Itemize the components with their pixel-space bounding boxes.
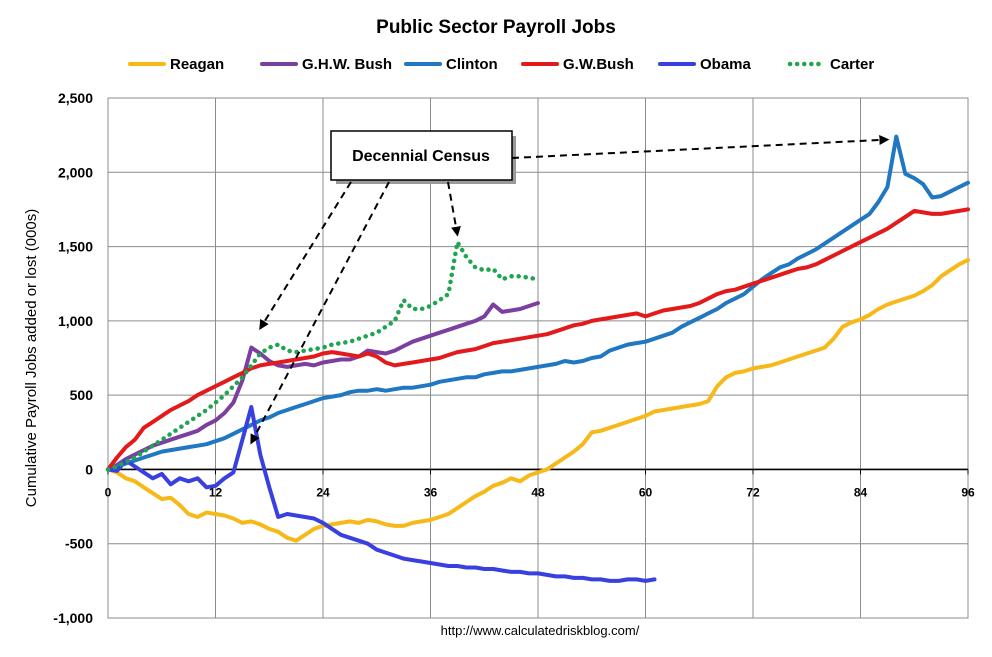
x-tick-label: 84 xyxy=(854,485,868,499)
series-line-obama xyxy=(106,405,657,583)
series-line-carter xyxy=(105,239,541,472)
y-tick-label: 2,500 xyxy=(58,90,93,106)
annotation: Decennial Census xyxy=(250,130,890,445)
series-line-g-h-w-bush xyxy=(106,301,540,472)
y-tick-label: 1,000 xyxy=(58,313,93,329)
y-tick-label: 1,500 xyxy=(58,239,93,255)
legend-label: Reagan xyxy=(170,56,224,73)
y-tick-label: -500 xyxy=(65,536,93,552)
x-tick-label: 12 xyxy=(209,485,223,499)
chart-title: Public Sector Payroll Jobs xyxy=(376,17,616,38)
annotation-arrow xyxy=(447,181,461,237)
annotation-arrow xyxy=(259,181,352,330)
legend: Reagan G.H.W. Bush Clinton G.W.Bush Obama Car… xyxy=(128,56,874,73)
plot-area: 2,500 2,000 1,500 1,000 500 0 -500 -1,000 0 12 24 3… xyxy=(53,90,975,626)
y-tick-label: -1,000 xyxy=(53,610,93,626)
legend-label: G.W.Bush xyxy=(563,56,634,73)
legend-label: Clinton xyxy=(446,56,498,73)
x-tick-label: 0 xyxy=(105,485,112,499)
x-tick-label: 36 xyxy=(424,485,438,499)
series-line-reagan xyxy=(106,257,970,543)
x-tick-label: 72 xyxy=(746,485,760,499)
legend-label: Carter xyxy=(830,56,874,73)
series-line-clinton xyxy=(106,134,970,472)
annotation-arrow xyxy=(511,134,890,159)
x-tick-label: 60 xyxy=(639,485,653,499)
y-tick-label: 0 xyxy=(85,461,93,477)
source-url: http://www.calculatedriskblog.com/ xyxy=(441,623,640,638)
annotation-arrow xyxy=(250,181,390,445)
legend-label: Obama xyxy=(700,56,752,73)
legend-label: G.H.W. Bush xyxy=(302,56,392,73)
annotation-text: Decennial Census xyxy=(352,148,490,165)
x-tick-label: 24 xyxy=(316,485,330,499)
y-tick-label: 2,000 xyxy=(58,164,93,180)
series-group xyxy=(105,134,970,583)
x-tick-label: 96 xyxy=(961,485,975,499)
y-axis-label: Cumulative Payroll Jobs added or lost (0… xyxy=(23,209,40,507)
annotation-box xyxy=(330,130,513,181)
y-tick-label: 500 xyxy=(70,387,94,403)
y-axis-label-group: Cumulative Payroll Jobs added or lost (0… xyxy=(23,209,40,507)
x-tick-label: 48 xyxy=(531,485,545,499)
